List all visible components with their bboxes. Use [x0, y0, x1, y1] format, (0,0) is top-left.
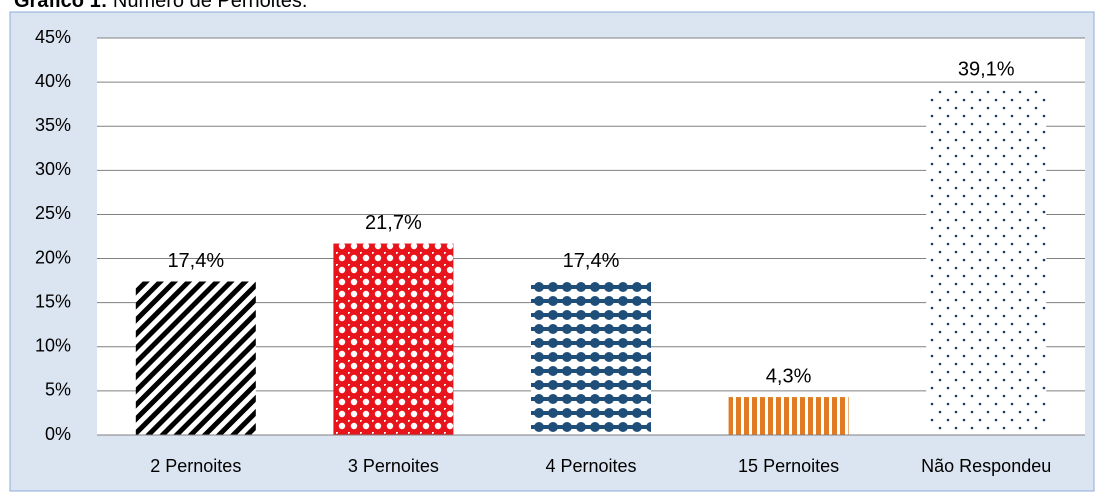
y-tick-label: 5%	[45, 380, 71, 400]
x-tick-label: 2 Pernoites	[150, 456, 241, 476]
data-label: 21,7%	[365, 212, 422, 234]
title-prefix: Gráfico 1:	[14, 0, 107, 12]
data-label: 39,1%	[958, 58, 1015, 80]
y-tick-label: 10%	[35, 336, 71, 356]
y-tick-label: 40%	[35, 71, 71, 91]
x-tick-label: Não Respondeu	[921, 456, 1051, 476]
y-tick-label: 25%	[35, 203, 71, 223]
bar	[333, 243, 454, 435]
bar	[728, 397, 849, 435]
chart-title: Gráfico 1: Número de Pernoites.	[14, 0, 307, 12]
y-tick-label: 0%	[45, 424, 71, 444]
bar	[531, 281, 651, 435]
bar	[926, 90, 1047, 435]
x-tick-label: 4 Pernoites	[545, 456, 636, 476]
y-tick-label: 15%	[35, 291, 71, 311]
data-label: 17,4%	[563, 250, 620, 272]
y-tick-label: 45%	[35, 27, 71, 47]
data-label: 17,4%	[167, 250, 224, 272]
title-text: Número de Pernoites.	[113, 0, 308, 12]
y-tick-label: 30%	[35, 159, 71, 179]
data-label: 4,3%	[766, 365, 812, 387]
y-tick-label: 35%	[35, 115, 71, 135]
bar	[135, 281, 256, 435]
x-tick-label: 3 Pernoites	[348, 456, 439, 476]
y-tick-label: 20%	[35, 247, 71, 267]
x-tick-label: 15 Pernoites	[738, 456, 839, 476]
